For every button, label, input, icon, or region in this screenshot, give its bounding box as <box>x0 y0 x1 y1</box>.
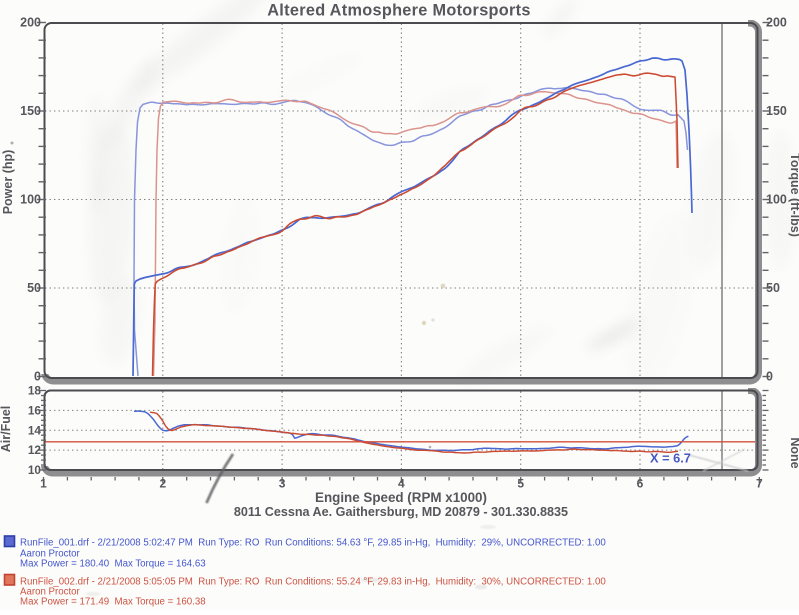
svg-text:None: None <box>788 437 799 468</box>
svg-text:Engine Speed (RPM x1000): Engine Speed (RPM x1000) <box>315 490 487 505</box>
svg-text:14: 14 <box>28 423 42 437</box>
svg-text:Aaron Proctor: Aaron Proctor <box>20 587 81 598</box>
svg-text:5: 5 <box>517 477 524 491</box>
svg-text:3: 3 <box>279 477 286 491</box>
svg-text:7: 7 <box>756 477 763 491</box>
svg-text:2: 2 <box>159 477 166 491</box>
svg-text:RunFile_001.drf - 2/21/2008 5:: RunFile_001.drf - 2/21/2008 5:02:47 PM R… <box>20 537 606 548</box>
svg-text:Air/Fuel: Air/Fuel <box>0 406 13 453</box>
svg-text:100: 100 <box>20 193 41 207</box>
svg-text:50: 50 <box>27 281 41 295</box>
svg-text:Torque (ft-lbs): Torque (ft-lbs) <box>788 153 799 237</box>
svg-text:50: 50 <box>766 281 780 295</box>
svg-text:6: 6 <box>637 477 644 491</box>
svg-text:18: 18 <box>28 384 42 398</box>
svg-text:Aaron Proctor: Aaron Proctor <box>20 548 81 559</box>
svg-text:8011 Cessna Ae. Gaithersburg,: 8011 Cessna Ae. Gaithersburg, MD 20879 -… <box>234 505 568 519</box>
svg-text:1: 1 <box>40 477 47 491</box>
svg-text:X = 6.7: X = 6.7 <box>650 451 691 466</box>
svg-text:100: 100 <box>766 193 787 207</box>
svg-text:150: 150 <box>766 104 787 118</box>
svg-text:16: 16 <box>28 403 42 417</box>
svg-text:200: 200 <box>20 16 41 30</box>
svg-text:Altered Atmosphere Motorsports: Altered Atmosphere Motorsports <box>267 2 531 20</box>
svg-text:4: 4 <box>398 477 405 491</box>
svg-text:Max Power = 180.40 Max Torque: Max Power = 180.40 Max Torque = 164.63 <box>20 559 206 570</box>
svg-text:RunFile_002.drf - 2/21/2008 5:: RunFile_002.drf - 2/21/2008 5:05:05 PM R… <box>20 577 606 588</box>
svg-text:0: 0 <box>766 370 773 384</box>
svg-text:10: 10 <box>28 463 42 477</box>
svg-text:200: 200 <box>766 16 787 30</box>
svg-text:150: 150 <box>20 104 41 118</box>
svg-text:Power (hp): Power (hp) <box>1 150 15 215</box>
svg-text:0: 0 <box>34 370 41 384</box>
svg-text:12: 12 <box>28 443 42 457</box>
svg-text:Max Power = 171.49 Max Torque: Max Power = 171.49 Max Torque = 160.38 <box>20 597 206 608</box>
